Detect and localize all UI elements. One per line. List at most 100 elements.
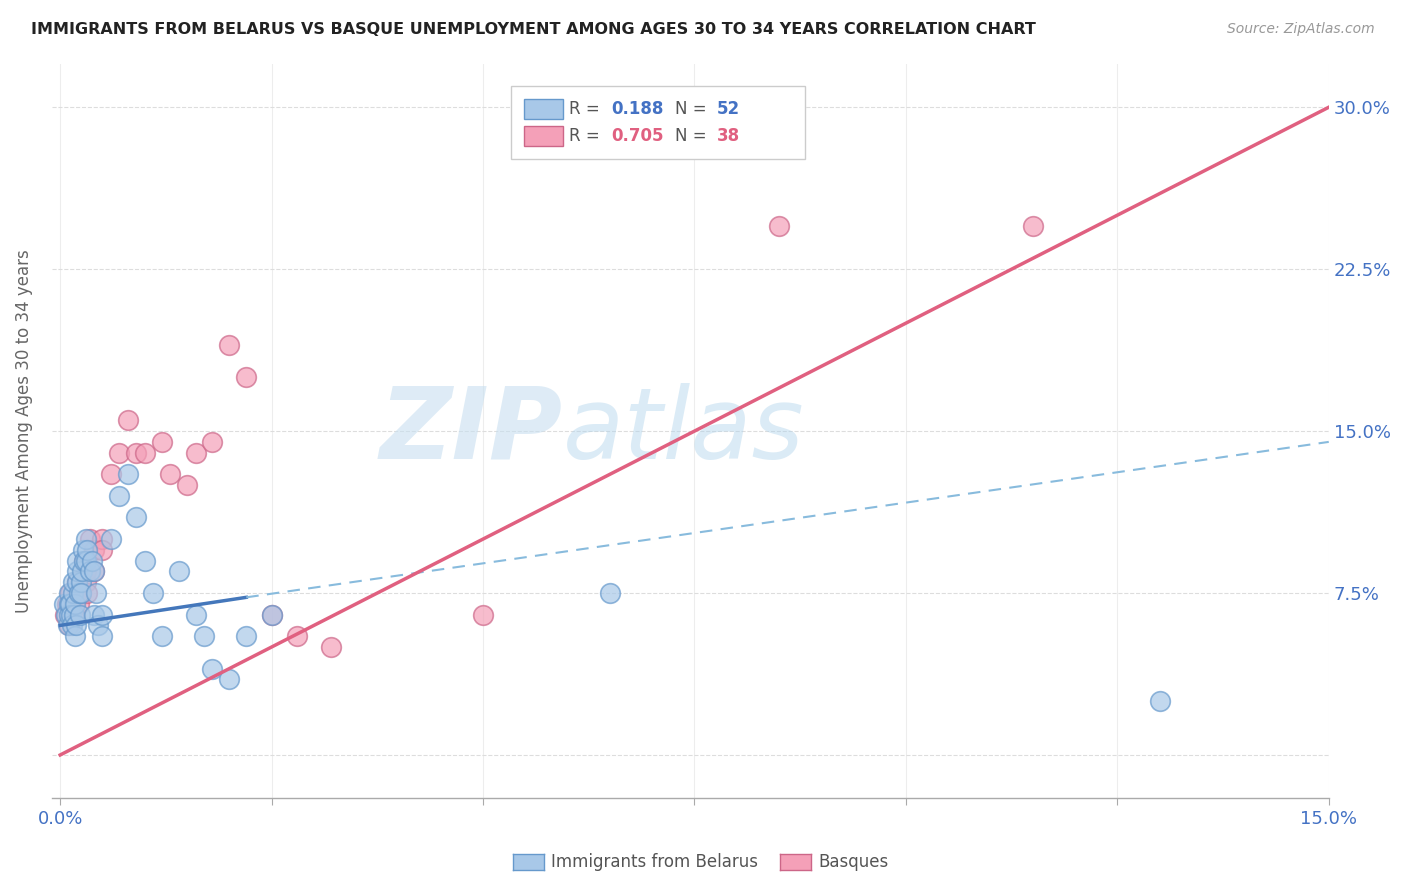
Point [79, 532, 101, 546]
Text: atlas: atlas [562, 383, 804, 480]
Point [75, 554, 97, 568]
Point [67, 597, 90, 611]
Point [72, 542, 94, 557]
FancyBboxPatch shape [524, 98, 562, 120]
Point [75, 565, 97, 579]
Point [184, 607, 207, 622]
Point [65, 607, 87, 622]
Point [65, 618, 87, 632]
Point [319, 640, 342, 654]
Point [65, 629, 87, 643]
Point [70, 586, 93, 600]
Point [125, 510, 148, 524]
Point [58, 597, 80, 611]
Point [159, 467, 181, 482]
Text: Source: ZipAtlas.com: Source: ZipAtlas.com [1227, 22, 1375, 37]
Point [62, 607, 84, 622]
Point [142, 586, 165, 600]
FancyBboxPatch shape [524, 126, 562, 146]
Text: 52: 52 [717, 100, 740, 118]
Point [58, 607, 80, 622]
Text: 38: 38 [717, 127, 740, 145]
Point [235, 370, 257, 384]
Point [75, 575, 97, 590]
Point [62, 607, 84, 622]
Point [62, 586, 84, 600]
Text: N =: N = [675, 127, 711, 145]
Point [83, 565, 105, 579]
Point [66, 575, 89, 590]
Point [108, 489, 131, 503]
Y-axis label: Unemployment Among Ages 30 to 34 years: Unemployment Among Ages 30 to 34 years [15, 249, 32, 613]
Point [56, 597, 79, 611]
Point [134, 445, 156, 459]
Point [84, 586, 107, 600]
Point [201, 434, 224, 449]
Point [56, 618, 79, 632]
Point [82, 554, 104, 568]
Point [108, 445, 131, 459]
Point [472, 607, 495, 622]
Point [285, 629, 308, 643]
Text: IMMIGRANTS FROM BELARUS VS BASQUE UNEMPLOYMENT AMONG AGES 30 TO 34 YEARS CORRELA: IMMIGRANTS FROM BELARUS VS BASQUE UNEMPL… [31, 22, 1036, 37]
Point [201, 662, 224, 676]
Text: R =: R = [569, 127, 605, 145]
Point [83, 565, 105, 579]
Point [91, 607, 114, 622]
Point [66, 565, 89, 579]
Point [235, 629, 257, 643]
Point [100, 532, 122, 546]
Point [218, 337, 240, 351]
Text: R =: R = [569, 100, 605, 118]
Point [1149, 694, 1171, 708]
Point [70, 565, 93, 579]
Point [66, 586, 89, 600]
Point [76, 542, 98, 557]
Point [69, 607, 91, 622]
Point [193, 629, 215, 643]
Point [53, 597, 76, 611]
Point [117, 413, 139, 427]
Text: 0.188: 0.188 [612, 100, 664, 118]
Point [100, 467, 122, 482]
Point [59, 586, 82, 600]
Point [167, 565, 190, 579]
Point [70, 586, 93, 600]
Point [1022, 219, 1045, 233]
Point [66, 575, 89, 590]
Point [83, 542, 105, 557]
Point [79, 565, 101, 579]
Point [91, 629, 114, 643]
Point [87, 618, 110, 632]
Text: Immigrants from Belarus: Immigrants from Belarus [551, 853, 758, 871]
Point [62, 597, 84, 611]
Point [125, 445, 148, 459]
Point [91, 532, 114, 546]
Point [67, 586, 90, 600]
Text: N =: N = [675, 100, 711, 118]
FancyBboxPatch shape [512, 87, 806, 160]
Point [260, 607, 283, 622]
Point [53, 607, 76, 622]
Point [150, 434, 173, 449]
Point [768, 219, 790, 233]
Point [63, 597, 86, 611]
Point [69, 575, 91, 590]
Point [60, 607, 83, 622]
Point [184, 445, 207, 459]
Point [117, 467, 139, 482]
Point [83, 607, 105, 622]
Point [73, 554, 96, 568]
Point [55, 607, 77, 622]
Point [218, 673, 240, 687]
Text: Basques: Basques [818, 853, 889, 871]
Point [260, 607, 283, 622]
Point [134, 554, 156, 568]
Text: 0.705: 0.705 [612, 127, 664, 145]
Point [66, 554, 89, 568]
Point [176, 478, 198, 492]
Point [59, 597, 82, 611]
Point [599, 586, 621, 600]
Point [150, 629, 173, 643]
Point [58, 586, 80, 600]
